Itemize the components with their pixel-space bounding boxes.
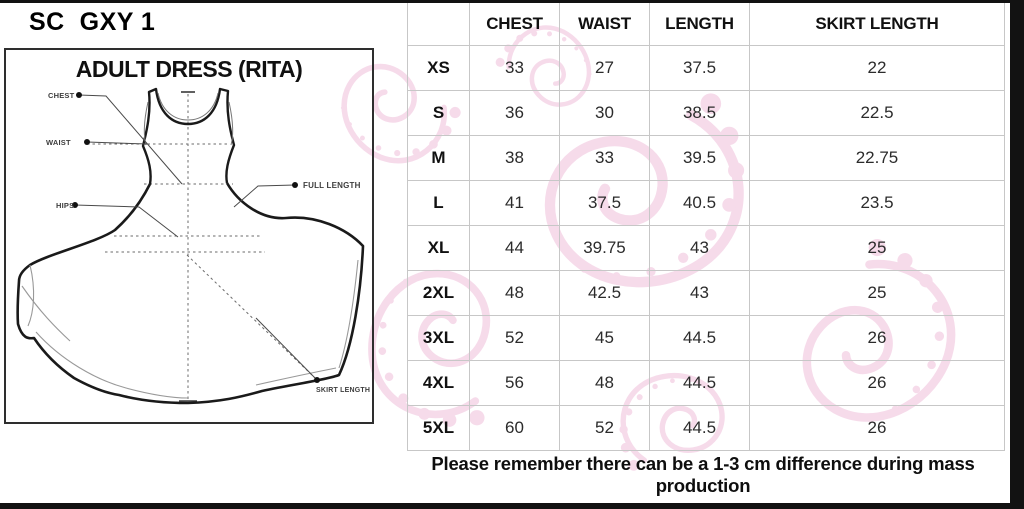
full-length-dot (292, 182, 298, 188)
flap-inner-line (21, 285, 71, 342)
production-note: Please remember there can be a 1-3 cm di… (431, 453, 975, 496)
hem-inner-line-left (35, 331, 189, 399)
skirt-length-cell: 22.75 (749, 135, 1005, 181)
skirt-length-cell: 25 (749, 270, 1005, 316)
header-row: CHEST WAIST LENGTH SKIRT LENGTH (407, 2, 1005, 46)
skirt-length-cell: 26 (749, 405, 1005, 451)
bodice-outline (141, 87, 236, 185)
waist-dot (84, 139, 90, 145)
table-row: 2XL 48 42.5 43 25 (407, 270, 1005, 316)
diagram-label-full-length: FULL LENGTH (303, 181, 361, 190)
hips-dot (72, 202, 78, 208)
skirt-length-cell: 23.5 (749, 180, 1005, 226)
skirt-length-cell: 22 (749, 45, 1005, 91)
chest-cell: 60 (469, 405, 560, 451)
skirt-length-cell: 25 (749, 225, 1005, 271)
diagram-label-skirt-length: SKIRT LENGTH (316, 387, 370, 394)
dress-diagram-panel: ADULT DRESS (RITA) (4, 48, 374, 424)
size-cell: 3XL (407, 315, 470, 361)
skirt-length-dot (314, 377, 320, 383)
chest-leader-line (78, 94, 183, 185)
length-cell: 44.5 (649, 360, 750, 406)
image-frame-right (1010, 0, 1024, 509)
dress-line-drawing: CHEST WAIST HIPS FULL LENGTH SKIRT LENGT… (16, 87, 370, 405)
chest-cell: 41 (469, 180, 560, 226)
image-frame-bottom (0, 503, 1024, 509)
table-row: M 38 33 39.5 22.75 (407, 135, 1005, 181)
chest-cell: 33 (469, 45, 560, 91)
waist-cell: 48 (559, 360, 650, 406)
length-cell: 43 (649, 225, 750, 271)
chest-dot (76, 92, 82, 98)
length-cell: 44.5 (649, 405, 750, 451)
length-cell: 40.5 (649, 180, 750, 226)
size-cell: 4XL (407, 360, 470, 406)
diagram-label-hips: HIPS (56, 201, 74, 210)
column-header-waist: WAIST (559, 2, 650, 46)
length-cell: 38.5 (649, 90, 750, 136)
waist-cell: 42.5 (559, 270, 650, 316)
skirt-outline (16, 182, 365, 405)
sheet-code: SC GXY 1 (29, 8, 156, 36)
size-table-container: CHEST WAIST LENGTH SKIRT LENGTH XS 33 27… (407, 2, 1005, 451)
waist-cell: 45 (559, 315, 650, 361)
waist-cell: 33 (559, 135, 650, 181)
waist-cell: 52 (559, 405, 650, 451)
waist-cell: 39.75 (559, 225, 650, 271)
table-row: L 41 37.5 40.5 23.5 (407, 180, 1005, 226)
size-cell: 5XL (407, 405, 470, 451)
size-cell: 2XL (407, 270, 470, 316)
column-header-length: LENGTH (649, 2, 750, 46)
chest-cell: 48 (469, 270, 560, 316)
skirt-measure-line (186, 254, 316, 379)
length-cell: 39.5 (649, 135, 750, 181)
column-header-chest: CHEST (469, 2, 560, 46)
neck-inner-line (157, 92, 219, 121)
flap-fold-line (27, 264, 35, 327)
full-length-leader-line (233, 184, 296, 208)
skirt-length-cell: 26 (749, 360, 1005, 406)
waist-cell: 37.5 (559, 180, 650, 226)
column-header-skirt-length: SKIRT LENGTH (749, 2, 1005, 46)
chest-cell: 56 (469, 360, 560, 406)
table-row: XS 33 27 37.5 22 (407, 45, 1005, 91)
skirt-length-cell: 22.5 (749, 90, 1005, 136)
skirt-length-cell: 26 (749, 315, 1005, 361)
hem-inner-line-right (255, 367, 337, 386)
table-row: 3XL 52 45 44.5 26 (407, 315, 1005, 361)
column-header-size (407, 2, 470, 46)
hips-leader-line (74, 204, 179, 238)
skirt-length-leader-line (255, 317, 318, 381)
chest-cell: 38 (469, 135, 560, 181)
table-row: 5XL 60 52 44.5 26 (407, 405, 1005, 451)
diagram-label-chest: CHEST (48, 91, 75, 100)
waist-leader-line (86, 141, 148, 145)
chest-cell: 44 (469, 225, 560, 271)
table-row: 4XL 56 48 44.5 26 (407, 360, 1005, 406)
skirt-right-inner-line (338, 259, 359, 369)
size-cell: M (407, 135, 470, 181)
size-cell: XS (407, 45, 470, 91)
diagram-label-waist: WAIST (46, 138, 71, 147)
chest-cell: 36 (469, 90, 560, 136)
table-row: S 36 30 38.5 22.5 (407, 90, 1005, 136)
diagram-title: ADULT DRESS (RITA) (75, 56, 303, 82)
chest-cell: 52 (469, 315, 560, 361)
length-cell: 37.5 (649, 45, 750, 91)
table-row: XL 44 39.75 43 25 (407, 225, 1005, 271)
size-cell: S (407, 90, 470, 136)
waist-cell: 30 (559, 90, 650, 136)
length-cell: 44.5 (649, 315, 750, 361)
length-cell: 43 (649, 270, 750, 316)
size-cell: XL (407, 225, 470, 271)
armhole-right-inner (228, 101, 234, 146)
waist-cell: 27 (559, 45, 650, 91)
image-frame-top (0, 0, 1024, 3)
size-cell: L (407, 180, 470, 226)
size-table: CHEST WAIST LENGTH SKIRT LENGTH XS 33 27… (407, 2, 1005, 451)
